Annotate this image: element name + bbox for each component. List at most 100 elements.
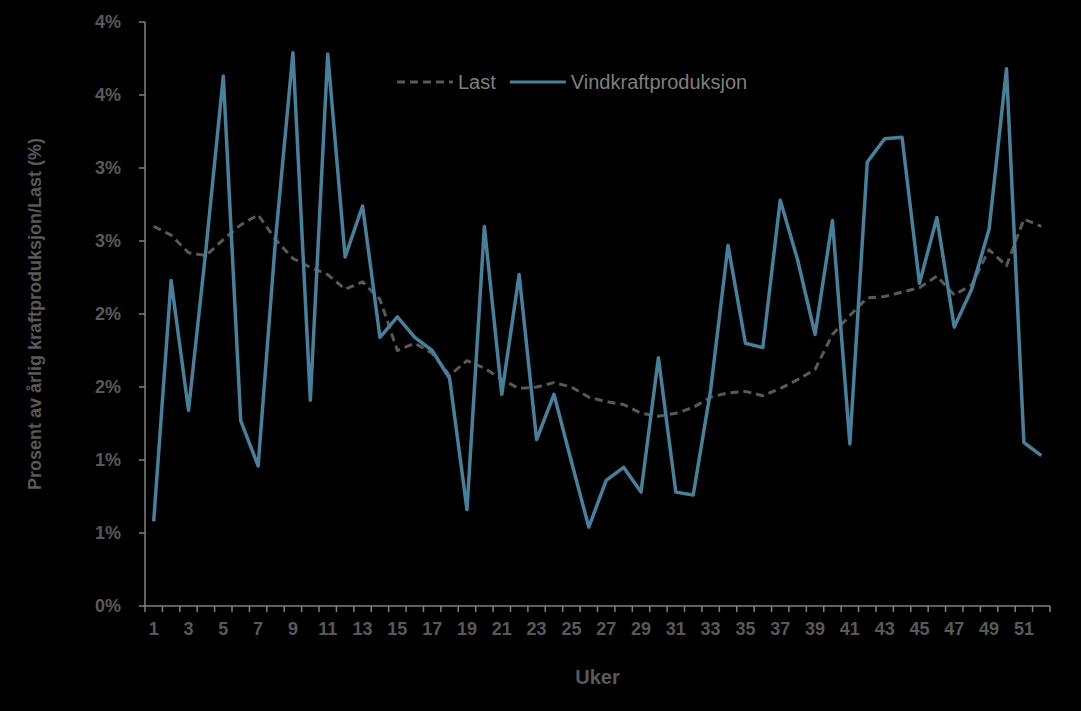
legend-swatch xyxy=(397,81,453,84)
x-tick xyxy=(753,606,755,612)
x-tick xyxy=(788,606,790,612)
x-tick xyxy=(579,606,581,612)
x-tick-label: 51 xyxy=(1014,619,1034,639)
x-tick xyxy=(684,606,686,612)
x-tick xyxy=(649,606,651,612)
x-tick xyxy=(249,606,251,612)
x-tick-label: 43 xyxy=(875,619,895,639)
x-tick xyxy=(492,606,494,612)
x-tick xyxy=(736,606,738,612)
legend-label: Vindkraftproduksjon xyxy=(571,71,747,93)
x-tick xyxy=(1014,606,1016,612)
x-tick xyxy=(562,606,564,612)
x-tick xyxy=(440,606,442,612)
x-tick xyxy=(893,606,895,612)
x-tick-label: 41 xyxy=(840,619,860,639)
background xyxy=(0,0,1081,711)
x-tick-label: 37 xyxy=(770,619,790,639)
series-line xyxy=(154,53,1042,527)
x-tick xyxy=(997,606,999,612)
plot-area xyxy=(154,53,1042,527)
y-tick xyxy=(139,313,145,315)
x-tick xyxy=(458,606,460,612)
x-tick-label: 31 xyxy=(666,619,686,639)
x-tick xyxy=(806,606,808,612)
x-tick-label: 5 xyxy=(218,619,228,639)
y-tick xyxy=(139,94,145,96)
x-tick-label: 21 xyxy=(492,619,512,639)
x-tick-label: 45 xyxy=(909,619,929,639)
x-tick xyxy=(214,606,216,612)
y-tick xyxy=(139,167,145,169)
x-tick xyxy=(666,606,668,612)
x-tick-label: 29 xyxy=(631,619,651,639)
legend-swatch xyxy=(510,81,566,84)
x-tick-label: 3 xyxy=(184,619,194,639)
x-tick-label: 49 xyxy=(979,619,999,639)
x-tick-label: 13 xyxy=(353,619,373,639)
y-tick xyxy=(139,605,145,607)
x-tick-label: 17 xyxy=(422,619,442,639)
series-line xyxy=(154,215,1042,416)
x-tick xyxy=(371,606,373,612)
x-tick xyxy=(510,606,512,612)
y-tick-label: 2% xyxy=(95,304,121,324)
x-tick xyxy=(962,606,964,612)
y-tick-label: 3% xyxy=(95,158,121,178)
x-tick xyxy=(423,606,425,612)
x-tick xyxy=(858,606,860,612)
x-tick-label: 39 xyxy=(805,619,825,639)
x-tick xyxy=(980,606,982,612)
x-tick xyxy=(179,606,181,612)
x-tick-label: 1 xyxy=(149,619,159,639)
x-tick xyxy=(719,606,721,612)
y-axis-label: Prosent av årlig kraftproduksjon/Last (%… xyxy=(25,138,45,490)
legend: Last Vindkraftproduksjon xyxy=(397,71,747,93)
x-tick-label: 35 xyxy=(735,619,755,639)
y-tick-label: 1% xyxy=(95,523,121,543)
x-tick xyxy=(405,606,407,612)
y-tick-label: 0% xyxy=(95,596,121,616)
x-tick-label: 9 xyxy=(288,619,298,639)
y-tick-label: 1% xyxy=(95,450,121,470)
x-tick xyxy=(266,606,268,612)
x-tick xyxy=(388,606,390,612)
x-tick xyxy=(597,606,599,612)
x-tick xyxy=(144,606,146,612)
x-tick-label: 23 xyxy=(527,619,547,639)
x-tick xyxy=(875,606,877,612)
x-tick xyxy=(336,606,338,612)
x-tick xyxy=(632,606,634,612)
x-tick-label: 25 xyxy=(561,619,581,639)
y-tick-label: 4% xyxy=(95,85,121,105)
x-tick xyxy=(318,606,320,612)
x-tick-label: 19 xyxy=(457,619,477,639)
x-tick xyxy=(353,606,355,612)
x-tick xyxy=(545,606,547,612)
x-tick-label: 15 xyxy=(387,619,407,639)
legend-label: Last xyxy=(458,71,496,93)
x-tick xyxy=(910,606,912,612)
y-tick xyxy=(139,21,145,23)
y-tick xyxy=(139,386,145,388)
x-axis-label: Uker xyxy=(575,666,620,688)
x-tick xyxy=(301,606,303,612)
x-tick xyxy=(162,606,164,612)
x-tick-label: 7 xyxy=(253,619,263,639)
x-tick xyxy=(945,606,947,612)
x-tick xyxy=(701,606,703,612)
x-tick xyxy=(1032,606,1034,612)
x-tick xyxy=(283,606,285,612)
x-tick xyxy=(231,606,233,612)
x-tick xyxy=(823,606,825,612)
y-tick xyxy=(139,532,145,534)
x-tick-label: 11 xyxy=(318,619,337,639)
x-tick xyxy=(927,606,929,612)
x-tick-label: 33 xyxy=(701,619,721,639)
x-tick xyxy=(614,606,616,612)
y-tick-label: 4% xyxy=(95,12,121,32)
x-tick-label: 27 xyxy=(596,619,616,639)
x-tick xyxy=(771,606,773,612)
y-tick-label: 3% xyxy=(95,231,121,251)
x-tick-label: 47 xyxy=(944,619,964,639)
